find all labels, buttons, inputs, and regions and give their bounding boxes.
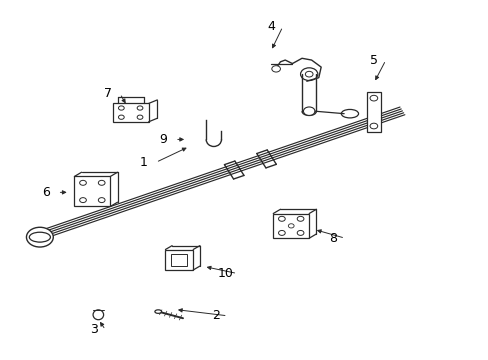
Circle shape bbox=[278, 230, 285, 235]
Bar bbox=[112, 103, 148, 122]
Circle shape bbox=[300, 68, 317, 81]
Circle shape bbox=[278, 216, 285, 221]
Bar bbox=[165, 249, 193, 270]
Circle shape bbox=[303, 107, 314, 116]
Text: 8: 8 bbox=[328, 232, 336, 245]
Bar bbox=[366, 92, 380, 132]
Circle shape bbox=[98, 180, 105, 185]
Circle shape bbox=[137, 106, 142, 110]
Circle shape bbox=[34, 233, 46, 242]
Circle shape bbox=[118, 106, 124, 110]
Text: 7: 7 bbox=[104, 87, 112, 100]
Circle shape bbox=[98, 198, 105, 203]
Text: 6: 6 bbox=[41, 186, 49, 199]
Bar bbox=[273, 213, 308, 238]
Bar bbox=[74, 176, 110, 207]
Circle shape bbox=[369, 95, 377, 101]
Text: 10: 10 bbox=[217, 267, 233, 280]
Text: 9: 9 bbox=[159, 133, 166, 146]
Text: 1: 1 bbox=[140, 156, 147, 169]
Text: 4: 4 bbox=[266, 20, 274, 33]
Ellipse shape bbox=[341, 109, 358, 118]
Circle shape bbox=[80, 198, 86, 203]
Text: 2: 2 bbox=[211, 309, 219, 322]
Circle shape bbox=[80, 180, 86, 185]
Ellipse shape bbox=[93, 310, 103, 320]
Bar bbox=[171, 254, 187, 266]
Circle shape bbox=[369, 123, 377, 129]
Circle shape bbox=[288, 224, 293, 228]
Text: 3: 3 bbox=[89, 323, 97, 337]
Ellipse shape bbox=[155, 310, 161, 313]
Circle shape bbox=[305, 71, 312, 77]
Circle shape bbox=[297, 230, 304, 235]
Circle shape bbox=[137, 115, 142, 119]
Circle shape bbox=[26, 227, 53, 247]
Ellipse shape bbox=[29, 232, 50, 242]
Circle shape bbox=[297, 216, 304, 221]
Circle shape bbox=[271, 66, 280, 72]
Text: 5: 5 bbox=[369, 54, 377, 67]
Circle shape bbox=[118, 115, 124, 119]
